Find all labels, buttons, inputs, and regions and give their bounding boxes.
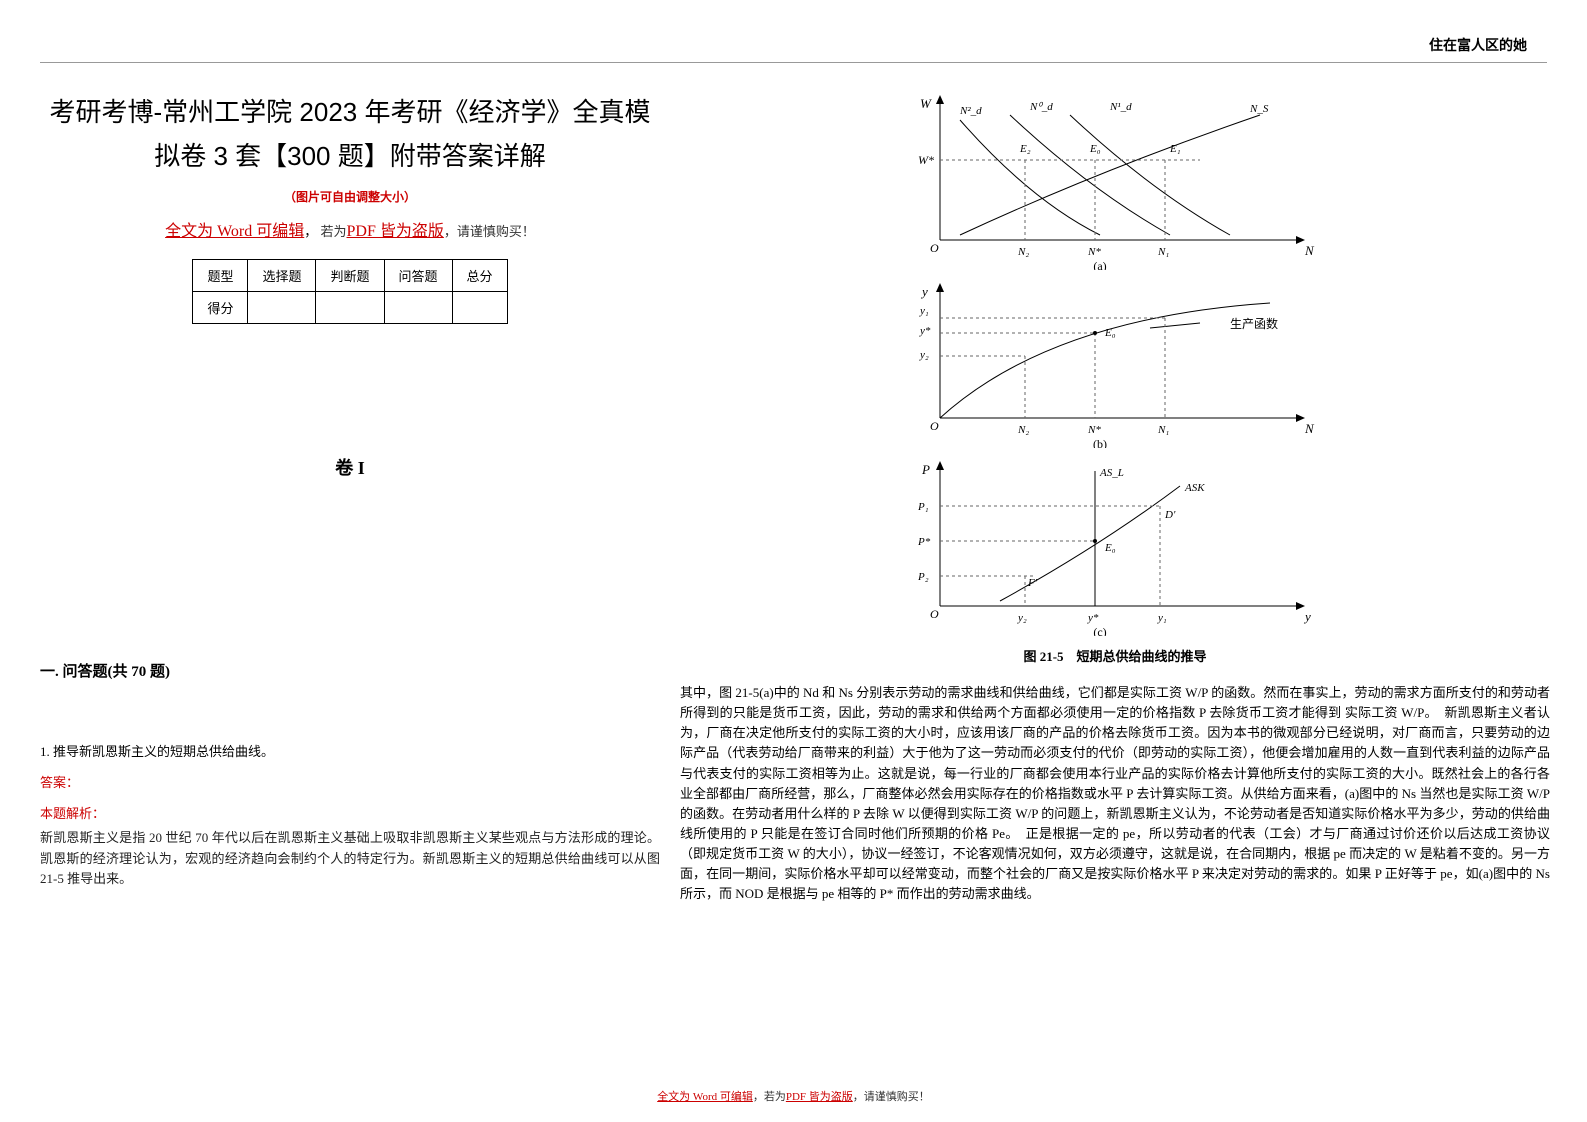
svg-text:AS_L: AS_L: [1099, 467, 1124, 479]
svg-text:P: P: [921, 462, 930, 477]
svg-text:D': D': [1164, 509, 1176, 521]
table-empty-cell: [316, 292, 384, 324]
svg-text:N: N: [1304, 243, 1315, 258]
svg-text:y*: y*: [1087, 612, 1099, 624]
chart-b: y N 生产函数 y₁ y* y₂ E₀ O N₂ N* N₁ (b): [900, 278, 1330, 448]
question-number: 1. 推导新凯恩斯主义的短期总供给曲线。: [40, 741, 660, 760]
svg-text:F': F': [1027, 577, 1038, 589]
table-header-cell: 总分: [452, 260, 507, 292]
table-empty-cell: [248, 292, 316, 324]
answer-label: 答案：: [40, 772, 660, 791]
chart-c: P y AS_L ASK P₁ P* P₂ D' E₀ F' O y₂ y* y…: [900, 456, 1330, 636]
svg-text:生产函数: 生产函数: [1230, 316, 1278, 331]
image-resize-note: （图片可自由调整大小）: [40, 188, 660, 205]
svg-text:E₀: E₀: [1104, 542, 1116, 554]
svg-text:N₁: N₁: [1157, 246, 1169, 258]
svg-text:E₀: E₀: [1104, 327, 1116, 339]
left-column: 考研考博-常州工学院 2023 年考研《经济学》全真模拟卷 3 套【300 题】…: [40, 90, 660, 889]
page-footer: 全文为 Word 可编辑，若为PDF 皆为盗版，请谨慎购买！: [0, 1088, 1587, 1104]
score-table: 题型 选择题 判断题 问答题 总分 得分: [192, 259, 507, 324]
svg-text:(a): (a): [1093, 259, 1106, 270]
svg-text:(b): (b): [1093, 437, 1107, 448]
svg-text:y₂: y₂: [919, 349, 929, 361]
svg-text:W: W: [920, 96, 932, 111]
section-title: 一. 问答题(共 70 题): [40, 660, 660, 681]
svg-text:y*: y*: [919, 325, 931, 337]
figure-caption: 图 21-5 短期总供给曲线的推导: [680, 646, 1550, 665]
svg-text:N₂: N₂: [1017, 246, 1029, 258]
svg-text:O: O: [930, 607, 939, 621]
svg-text:E₀: E₀: [1089, 143, 1101, 155]
svg-text:P₁: P₁: [917, 501, 929, 513]
chart-a: W N N²_d N⁰_d N¹_d N_S W* E₂ E₀ E₁ O N₂ …: [900, 90, 1330, 270]
svg-text:O: O: [930, 419, 939, 433]
sep: ，: [304, 224, 317, 239]
svg-text:y: y: [920, 284, 928, 299]
top-divider: [40, 62, 1547, 63]
table-header-cell: 判断题: [316, 260, 384, 292]
svg-text:ASK: ASK: [1184, 482, 1205, 494]
svg-text:P₂: P₂: [917, 571, 929, 583]
pdf-prefix: 若为: [321, 224, 347, 239]
svg-text:N¹_d: N¹_d: [1109, 101, 1132, 113]
table-score-row: 得分: [193, 292, 507, 324]
svg-text:(c): (c): [1093, 625, 1106, 636]
svg-text:N₁: N₁: [1157, 424, 1169, 436]
svg-text:y: y: [1303, 609, 1311, 624]
svg-text:y₁: y₁: [919, 305, 929, 317]
table-empty-cell: [452, 292, 507, 324]
table-header-cell: 选择题: [248, 260, 316, 292]
svg-text:N₂: N₂: [1017, 424, 1029, 436]
volume-label: 卷 I: [40, 454, 660, 480]
footer-sep: ，若为: [753, 1091, 786, 1103]
main-title: 考研考博-常州工学院 2023 年考研《经济学》全真模拟卷 3 套【300 题】…: [40, 90, 660, 178]
table-header-cell: 题型: [193, 260, 248, 292]
table-row-label: 得分: [193, 292, 248, 324]
analysis-label: 本题解析：: [40, 803, 660, 822]
footer-tail: ，请谨慎购买！: [853, 1091, 930, 1103]
svg-text:y₂: y₂: [1017, 612, 1027, 624]
svg-text:E₁: E₁: [1169, 143, 1181, 155]
svg-text:W*: W*: [918, 153, 934, 167]
svg-text:O: O: [930, 241, 939, 255]
explanation-text: 其中，图 21-5(a)中的 Nd 和 Ns 分别表示劳动的需求曲线和供给曲线，…: [680, 683, 1550, 905]
svg-text:P*: P*: [917, 536, 931, 548]
table-header-row: 题型 选择题 判断题 问答题 总分: [193, 260, 507, 292]
header-source: 住在富人区的她: [1429, 35, 1527, 55]
piracy-warning: 全文为 Word 可编辑， 若为PDF 皆为盗版，请谨慎购买！: [40, 217, 660, 241]
footer-word: 全文为 Word 可编辑: [657, 1091, 753, 1103]
table-empty-cell: [384, 292, 452, 324]
svg-text:N_S: N_S: [1249, 103, 1269, 115]
svg-text:y₁: y₁: [1157, 612, 1167, 624]
svg-text:N⁰_d: N⁰_d: [1029, 101, 1053, 113]
pdf-pirate-text: PDF 皆为盗版: [347, 223, 444, 240]
question-body: 新凯恩斯主义是指 20 世纪 70 年代以后在凯恩斯主义基础上吸取非凯恩斯主义某…: [40, 828, 660, 888]
svg-text:N: N: [1304, 421, 1315, 436]
svg-text:E₂: E₂: [1019, 143, 1031, 155]
word-editable-text: 全文为 Word 可编辑: [165, 223, 304, 240]
svg-text:N*: N*: [1087, 246, 1101, 258]
svg-text:N*: N*: [1087, 424, 1101, 436]
table-header-cell: 问答题: [384, 260, 452, 292]
right-column: W N N²_d N⁰_d N¹_d N_S W* E₂ E₀ E₁ O N₂ …: [680, 90, 1550, 905]
footer-pdf: PDF 皆为盗版: [786, 1091, 853, 1103]
svg-text:N²_d: N²_d: [959, 105, 982, 117]
warning-tail: ，请谨慎购买！: [444, 224, 535, 239]
